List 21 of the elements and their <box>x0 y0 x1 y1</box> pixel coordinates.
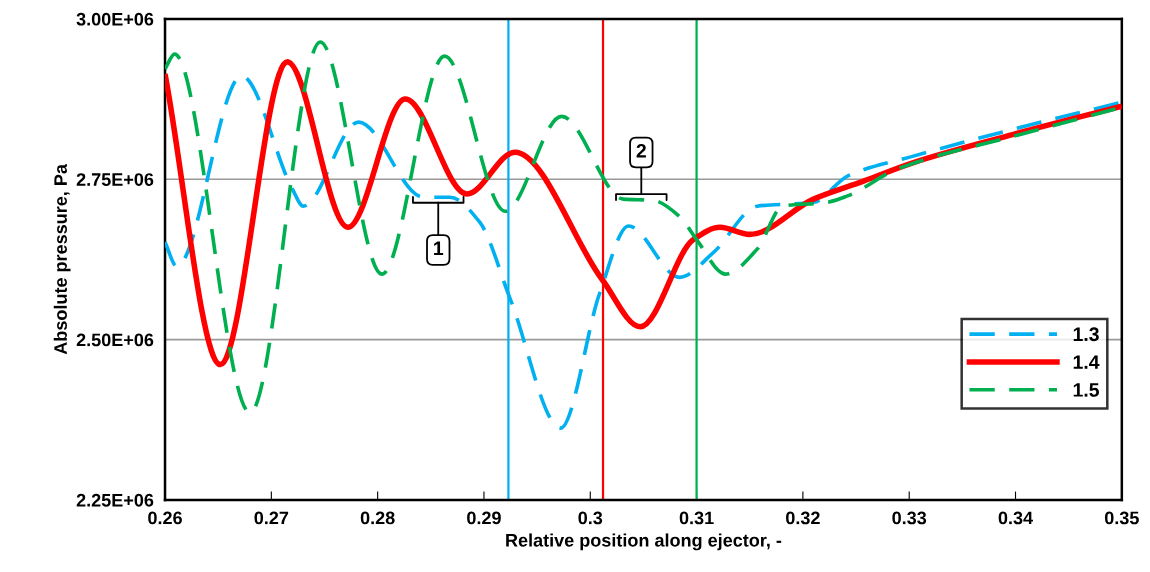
x-tick-label: 0.31 <box>679 511 714 525</box>
annotation: 2 <box>636 143 646 158</box>
x-tick-label: 0.26 <box>148 511 182 525</box>
x-tick-label: 0.27 <box>254 511 289 525</box>
legend-label: 1.5 <box>1073 383 1099 397</box>
y-tick-label: 3.00E+06 <box>76 12 154 26</box>
legend-label: 1.3 <box>1073 327 1099 342</box>
y-tick-label: 2.50E+06 <box>76 333 154 347</box>
x-tick-label: 0.28 <box>360 511 395 525</box>
legend-label: 1.4 <box>1073 355 1100 369</box>
y-axis-title: Absolute pressure, Pa <box>53 163 71 355</box>
annotation: 1 <box>434 241 444 255</box>
x-tick-label: 0.3 <box>578 511 603 525</box>
x-tick-label: 0.29 <box>467 511 501 525</box>
x-tick-label: 0.34 <box>998 511 1033 525</box>
x-tick-label: 0.32 <box>786 511 820 525</box>
x-axis-title: Relative position along ejector, - <box>506 533 782 551</box>
y-tick-label: 2.75E+06 <box>76 173 154 186</box>
y-tick-label: 2.25E+06 <box>76 493 154 507</box>
x-tick-label: 0.33 <box>892 511 927 525</box>
x-tick-label: 0.35 <box>1104 511 1139 525</box>
